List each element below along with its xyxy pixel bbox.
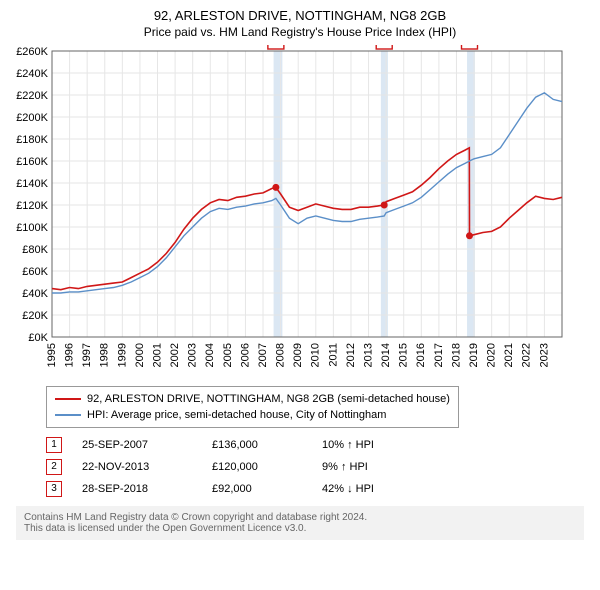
legend-label: HPI: Average price, semi-detached house,… (87, 407, 386, 423)
svg-text:2: 2 (381, 45, 387, 48)
svg-text:2006: 2006 (239, 343, 251, 367)
sale-row: 1 25-SEP-2007 £136,000 10% ↑ HPI (46, 434, 584, 456)
svg-text:2018: 2018 (450, 343, 462, 367)
svg-text:2014: 2014 (380, 343, 392, 367)
svg-text:2023: 2023 (538, 343, 550, 367)
svg-text:£180K: £180K (16, 134, 48, 146)
sale-row: 3 28-SEP-2018 £92,000 42% ↓ HPI (46, 478, 584, 500)
legend-item: 92, ARLESTON DRIVE, NOTTINGHAM, NG8 2GB … (55, 391, 450, 407)
sale-hpi-delta: 9% ↑ HPI (322, 456, 368, 478)
sale-date: 28-SEP-2018 (82, 478, 192, 500)
svg-text:2021: 2021 (503, 343, 515, 367)
legend-item: HPI: Average price, semi-detached house,… (55, 407, 450, 423)
svg-text:2000: 2000 (134, 343, 146, 367)
svg-text:2019: 2019 (468, 343, 480, 367)
svg-text:2007: 2007 (257, 343, 269, 367)
legend: 92, ARLESTON DRIVE, NOTTINGHAM, NG8 2GB … (46, 386, 459, 428)
sale-price: £92,000 (212, 478, 302, 500)
sale-hpi-delta: 10% ↑ HPI (322, 434, 374, 456)
svg-text:£260K: £260K (16, 46, 48, 58)
svg-text:2008: 2008 (275, 343, 287, 367)
svg-text:2001: 2001 (151, 343, 163, 367)
sale-marker: 1 (46, 437, 62, 453)
svg-text:£240K: £240K (16, 68, 48, 80)
svg-text:£80K: £80K (22, 244, 48, 256)
svg-text:2012: 2012 (345, 343, 357, 367)
svg-text:£60K: £60K (22, 266, 48, 278)
svg-text:2016: 2016 (415, 343, 427, 367)
sale-price: £120,000 (212, 456, 302, 478)
sale-marker: 3 (46, 481, 62, 497)
sale-marker: 2 (46, 459, 62, 475)
svg-text:£220K: £220K (16, 90, 48, 102)
legend-swatch (55, 414, 81, 416)
sales-table: 1 25-SEP-2007 £136,000 10% ↑ HPI 2 22-NOV-201… (46, 434, 584, 500)
svg-text:1999: 1999 (116, 343, 128, 367)
svg-text:2005: 2005 (222, 343, 234, 367)
svg-text:£20K: £20K (22, 310, 48, 322)
svg-text:£120K: £120K (16, 200, 48, 212)
page-root: { "header":{ "title":"92, ARLESTON DRIVE… (0, 0, 600, 590)
svg-text:1997: 1997 (81, 343, 93, 367)
svg-text:2017: 2017 (433, 343, 445, 367)
svg-text:2010: 2010 (310, 343, 322, 367)
sale-price: £136,000 (212, 434, 302, 456)
legend-label: 92, ARLESTON DRIVE, NOTTINGHAM, NG8 2GB … (87, 391, 450, 407)
svg-text:2015: 2015 (398, 343, 410, 367)
svg-text:1996: 1996 (63, 343, 75, 367)
footer-line: Contains HM Land Registry data © Crown c… (24, 512, 576, 523)
svg-text:3: 3 (467, 45, 473, 48)
attribution-footer: Contains HM Land Registry data © Crown c… (16, 506, 584, 540)
svg-text:£140K: £140K (16, 178, 48, 190)
svg-text:2022: 2022 (521, 343, 533, 367)
sale-hpi-delta: 42% ↓ HPI (322, 478, 374, 500)
svg-text:1998: 1998 (99, 343, 111, 367)
svg-text:2009: 2009 (292, 343, 304, 367)
chart-area: £0K £20K £40K £60K £80K £100K £120K £140K £160K £… (10, 45, 590, 378)
legend-swatch (55, 398, 81, 400)
svg-text:2013: 2013 (362, 343, 374, 367)
chart-subtitle: Price paid vs. HM Land Registry's House … (10, 25, 590, 39)
svg-text:£0K: £0K (28, 332, 48, 344)
svg-text:1995: 1995 (46, 343, 58, 367)
svg-text:2011: 2011 (327, 343, 339, 367)
footer-line: This data is licensed under the Open Gov… (24, 523, 576, 534)
svg-text:2002: 2002 (169, 343, 181, 367)
svg-text:£40K: £40K (22, 288, 48, 300)
svg-text:2003: 2003 (187, 343, 199, 367)
svg-text:2004: 2004 (204, 343, 216, 367)
svg-text:£200K: £200K (16, 112, 48, 124)
sale-row: 2 22-NOV-2013 £120,000 9% ↑ HPI (46, 456, 584, 478)
chart-title: 92, ARLESTON DRIVE, NOTTINGHAM, NG8 2GB (10, 8, 590, 23)
svg-text:£100K: £100K (16, 222, 48, 234)
sale-date: 22-NOV-2013 (82, 456, 192, 478)
svg-text:2020: 2020 (486, 343, 498, 367)
sale-date: 25-SEP-2007 (82, 434, 192, 456)
svg-text:£160K: £160K (16, 156, 48, 168)
svg-text:1: 1 (273, 45, 279, 48)
line-chart: £0K £20K £40K £60K £80K £100K £120K £140K £160K £… (10, 45, 570, 375)
